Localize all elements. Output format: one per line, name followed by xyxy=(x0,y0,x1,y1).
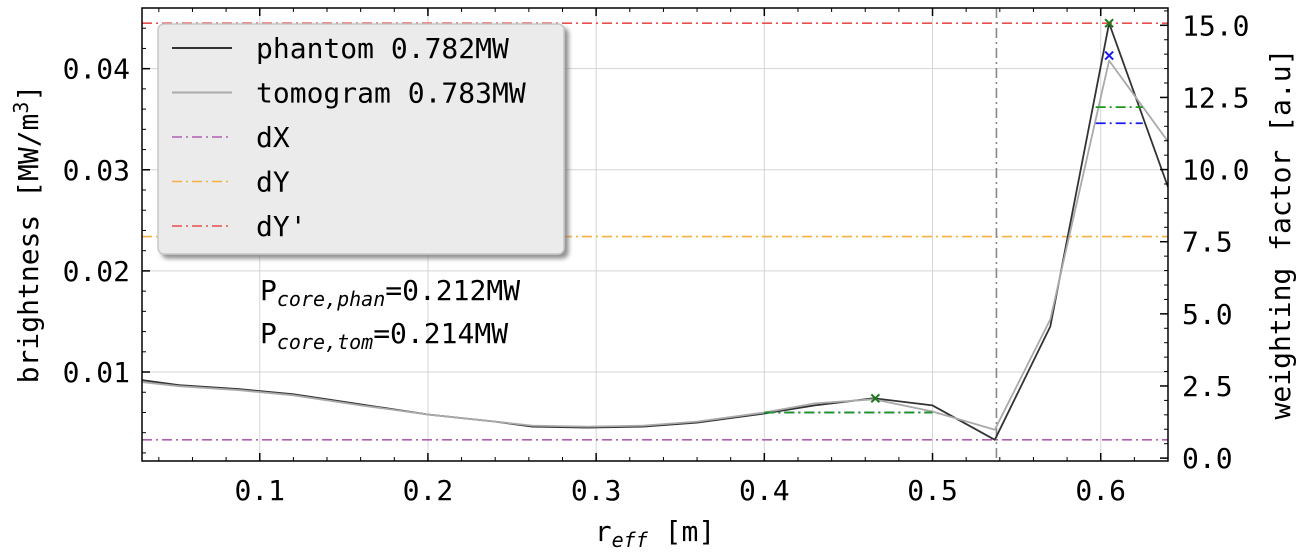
y-axis-right: 0.0 2.5 5.0 7.5 10.0 12.5 15.0 xyxy=(1160,9,1249,475)
annotation-core-tom: Pcore,tom=0.214MW xyxy=(260,317,508,354)
marker-stroke xyxy=(1104,50,1114,61)
marker-x-2 xyxy=(1104,50,1114,61)
y2-tick-label: 10.0 xyxy=(1182,154,1249,187)
y2-tick-label: 5.0 xyxy=(1182,298,1233,331)
y2-tick-label: 7.5 xyxy=(1182,226,1233,259)
x-tick-label: 0.6 xyxy=(1075,474,1126,507)
legend-label-0: phantom 0.782MW xyxy=(256,32,509,65)
y2-axis-label: weighting factor [a.u] xyxy=(1264,49,1297,420)
marker-stroke xyxy=(870,393,881,404)
legend-label-3: dY xyxy=(256,166,290,199)
y2-tick-label: 12.5 xyxy=(1182,81,1249,114)
x-tick-label: 0.5 xyxy=(907,474,958,507)
x-tick-label: 0.3 xyxy=(571,474,622,507)
legend-label-1: tomogram 0.783MW xyxy=(256,77,526,110)
y-tick-label: 0.01 xyxy=(63,356,130,389)
legend: phantom 0.782MW tomogram 0.783MW dX dY dY' xyxy=(157,23,565,255)
x-tick-label: 0.4 xyxy=(739,474,790,507)
marker-x-1 xyxy=(1104,18,1114,28)
y2-tick-label: 2.5 xyxy=(1182,370,1233,403)
legend-box xyxy=(157,23,565,255)
y-tick-label: 0.02 xyxy=(63,255,130,288)
y-tick-label: 0.04 xyxy=(63,53,130,86)
y-tick-label: 0.03 xyxy=(63,154,130,187)
x-tick-label: 0.2 xyxy=(403,474,454,507)
marker-stroke xyxy=(1104,18,1114,28)
x-axis: 0.1 0.2 0.3 0.4 0.5 0.6 xyxy=(158,8,1169,507)
marker-x-0 xyxy=(870,393,881,404)
series-line-1 xyxy=(142,59,1168,431)
y2-tick-label: 0.0 xyxy=(1182,442,1233,475)
x-tick-label: 0.1 xyxy=(234,474,285,507)
series-line-0 xyxy=(142,22,1168,441)
legend-label-4: dY' xyxy=(256,210,307,243)
legend-label-2: dX xyxy=(256,121,290,154)
x-axis-label: reff [m] xyxy=(595,515,715,552)
annotations: Pcore,phan=0.212MW Pcore,tom=0.214MW xyxy=(260,274,520,354)
y-axis-left: 0.01 0.02 0.03 0.04 xyxy=(63,7,150,454)
y-axis-label: brightness [MW/m3] xyxy=(9,85,45,384)
y2-tick-label: 15.0 xyxy=(1182,9,1249,42)
plot-frame xyxy=(141,7,1169,462)
annotation-core-phan: Pcore,phan=0.212MW xyxy=(260,274,520,311)
data-layer xyxy=(142,8,1168,461)
